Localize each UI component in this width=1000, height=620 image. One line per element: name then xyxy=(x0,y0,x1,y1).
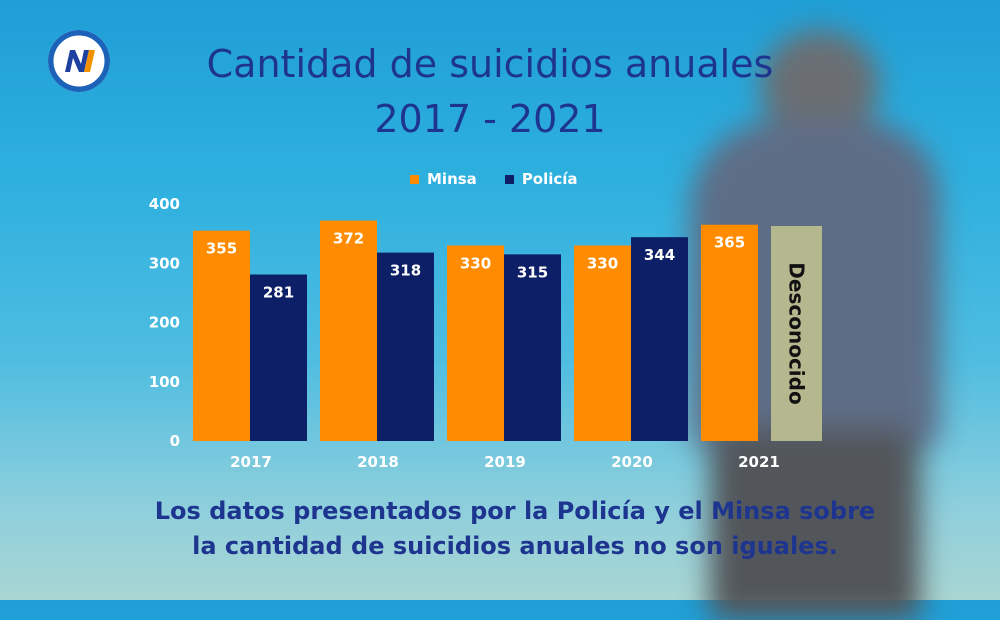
data-label-minsa: 330 xyxy=(460,254,491,272)
legend-label-policia: Policía xyxy=(521,170,578,188)
bar-policia xyxy=(250,274,307,441)
x-tick-label: 2021 xyxy=(738,453,780,471)
y-tick-label: 0 xyxy=(170,432,180,450)
x-tick-label: 2017 xyxy=(230,453,272,471)
chart-title-line-1: Cantidad de suicidios anuales xyxy=(206,42,774,86)
data-label-policia: 318 xyxy=(390,262,421,280)
bar-minsa xyxy=(447,245,504,441)
data-label-policia: 344 xyxy=(644,246,675,264)
footer-text-line-1: Los datos presentados por la Policía y e… xyxy=(154,497,876,525)
y-tick-label: 300 xyxy=(149,254,180,272)
brand-logo xyxy=(48,30,110,92)
data-label-minsa: 372 xyxy=(333,230,364,248)
x-tick-label: 2019 xyxy=(484,453,526,471)
bar-policia xyxy=(631,237,688,441)
bar-minsa xyxy=(193,230,250,441)
legend-swatch-minsa xyxy=(410,174,419,184)
bar-minsa xyxy=(701,224,758,441)
data-label-minsa: 365 xyxy=(714,234,745,252)
legend-item-policia: Policía xyxy=(504,170,578,188)
y-tick-label: 100 xyxy=(149,373,180,391)
data-label-policia: 315 xyxy=(517,263,548,281)
data-label-policia: 281 xyxy=(263,284,294,302)
bar-policia xyxy=(504,254,561,441)
bar-minsa xyxy=(574,245,631,441)
logo-mark-icon xyxy=(50,32,108,90)
unknown-bar-label: Desconocido xyxy=(785,262,809,404)
data-label-minsa: 355 xyxy=(206,240,237,258)
bar-chart: 0 100 200 300 400 355 281 2017 372 318 2018 330 315 2… xyxy=(149,195,822,471)
bar-unknown xyxy=(771,226,822,441)
y-tick-label: 400 xyxy=(149,195,180,213)
data-label-minsa: 330 xyxy=(587,254,618,272)
bar-policia xyxy=(377,252,434,441)
x-tick-label: 2020 xyxy=(611,453,653,471)
legend-swatch-policia xyxy=(504,174,514,184)
x-tick-label: 2018 xyxy=(357,453,399,471)
legend-item-minsa: Minsa xyxy=(410,170,477,188)
legend-label-minsa: Minsa xyxy=(427,170,477,188)
chart-title-line-2: 2017 - 2021 xyxy=(374,97,606,141)
footer-text-line-2: la cantidad de suicidios anuales no son … xyxy=(192,532,838,560)
chart-legend: Minsa Policía xyxy=(410,170,578,188)
bar-minsa xyxy=(320,220,377,441)
y-tick-label: 200 xyxy=(149,314,180,332)
